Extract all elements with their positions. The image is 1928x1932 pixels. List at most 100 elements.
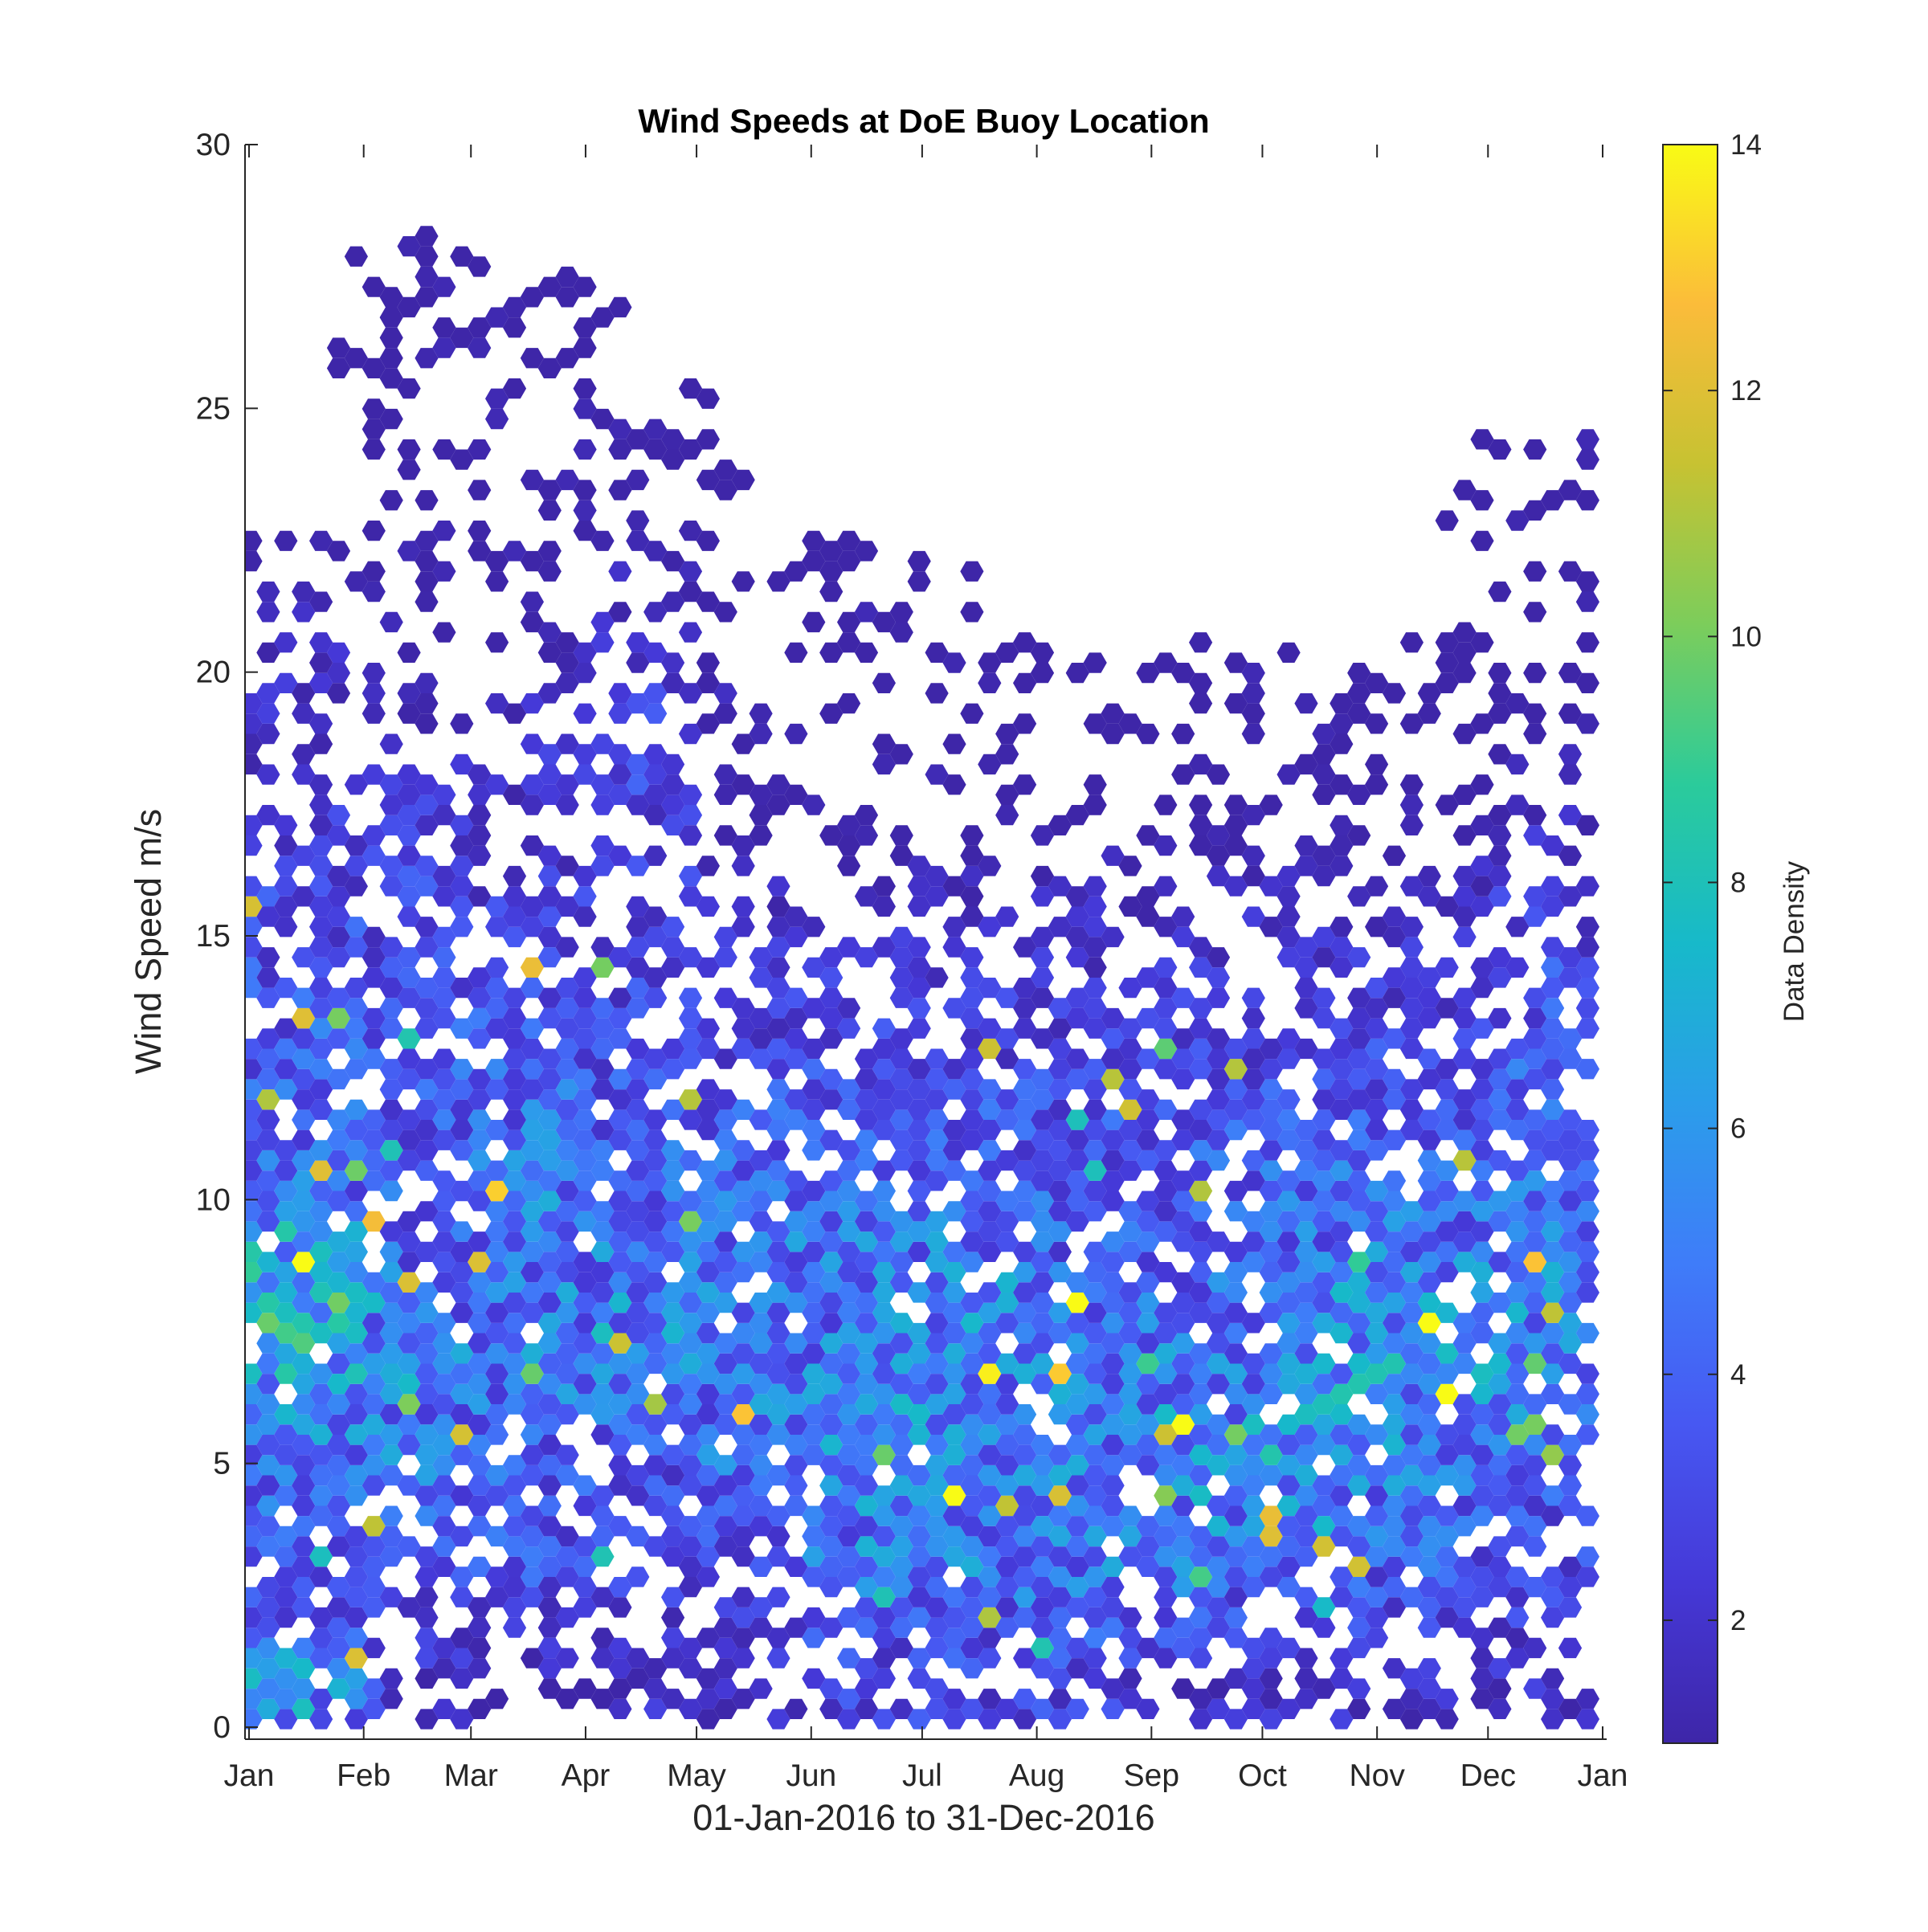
hex-cell bbox=[1171, 1475, 1195, 1496]
hex-cell bbox=[749, 1435, 773, 1456]
hex-cell bbox=[245, 1262, 263, 1283]
hex-cell bbox=[819, 1211, 844, 1232]
hex-cell bbox=[713, 1698, 737, 1719]
hex-cell bbox=[1558, 1597, 1583, 1618]
hex-cell bbox=[1083, 1505, 1107, 1526]
hex-cell bbox=[379, 1018, 403, 1039]
hex-cell bbox=[1558, 1577, 1583, 1598]
hex-cell bbox=[1365, 1628, 1389, 1648]
hex-cell bbox=[731, 835, 755, 856]
hex-cell bbox=[326, 1353, 351, 1374]
hex-cell bbox=[573, 987, 597, 1008]
hex-cell bbox=[1118, 1689, 1142, 1709]
hex-cell bbox=[1347, 1536, 1371, 1557]
hex-cell bbox=[573, 1394, 597, 1415]
hex-cell bbox=[555, 1120, 579, 1141]
hex-cell bbox=[713, 1252, 737, 1272]
hex-cell bbox=[1154, 1648, 1178, 1669]
hex-cell bbox=[520, 1099, 544, 1120]
hex-cell bbox=[872, 1282, 896, 1303]
hex-cell bbox=[1435, 998, 1459, 1019]
hex-cell bbox=[379, 1302, 403, 1323]
hex-cell bbox=[1223, 693, 1248, 714]
hex-cell bbox=[1470, 774, 1494, 795]
hex-cell bbox=[925, 1231, 949, 1252]
hex-cell bbox=[1154, 957, 1178, 978]
hex-cell bbox=[245, 1079, 263, 1100]
hex-cell bbox=[925, 1252, 949, 1272]
hex-cell bbox=[1541, 998, 1565, 1019]
hex-cell bbox=[1101, 1007, 1125, 1029]
hex-cell bbox=[468, 805, 492, 826]
hex-cell bbox=[1330, 1038, 1354, 1060]
hex-cell bbox=[925, 1617, 949, 1638]
hex-cell bbox=[854, 1658, 879, 1679]
hex-cell bbox=[1558, 1191, 1583, 1211]
hex-cell bbox=[326, 1678, 351, 1699]
hex-cell bbox=[397, 703, 421, 724]
hex-cell bbox=[766, 1628, 790, 1648]
hex-cell bbox=[1382, 1658, 1407, 1679]
hex-cell bbox=[292, 1191, 316, 1211]
hex-cell bbox=[1154, 1628, 1178, 1648]
hex-cell bbox=[1435, 1180, 1459, 1202]
hex-cell bbox=[1030, 1109, 1055, 1130]
hex-cell bbox=[608, 703, 632, 724]
hex-cell bbox=[292, 1068, 316, 1090]
hex-cell bbox=[274, 1059, 298, 1080]
hex-cell bbox=[573, 317, 597, 338]
hex-cell bbox=[731, 998, 755, 1019]
hex-cell bbox=[1083, 1059, 1107, 1080]
hex-cell bbox=[1330, 713, 1354, 734]
hex-cell bbox=[1223, 1201, 1248, 1222]
hex-cell bbox=[1347, 683, 1371, 704]
hex-cell bbox=[362, 1048, 386, 1069]
hex-cell bbox=[925, 1597, 949, 1618]
hex-cell bbox=[362, 357, 386, 378]
hex-cell bbox=[854, 1129, 879, 1150]
hex-cell bbox=[802, 1241, 826, 1262]
hex-cell bbox=[1575, 1160, 1599, 1181]
hex-cell bbox=[309, 1363, 333, 1384]
hex-cell bbox=[1523, 1353, 1547, 1374]
hex-cell bbox=[379, 1140, 403, 1161]
hex-cell bbox=[837, 1221, 861, 1242]
hex-cell bbox=[713, 1597, 737, 1618]
hex-cell bbox=[468, 1089, 492, 1110]
hex-cell bbox=[468, 1313, 492, 1334]
hex-cell bbox=[573, 398, 597, 419]
hex-cell bbox=[1347, 1252, 1371, 1272]
hex-cell bbox=[608, 1231, 632, 1252]
hex-cell bbox=[432, 1333, 456, 1354]
hex-cell bbox=[502, 1455, 527, 1476]
hex-cell bbox=[362, 1211, 386, 1232]
hex-cell bbox=[643, 1313, 668, 1334]
hex-cell bbox=[678, 1475, 703, 1496]
hex-cell bbox=[872, 1180, 896, 1202]
hex-cell bbox=[274, 978, 298, 999]
hex-cell bbox=[1136, 1414, 1160, 1435]
hex-cell bbox=[819, 1129, 844, 1150]
hex-cell bbox=[626, 1404, 650, 1425]
hex-cell bbox=[819, 541, 844, 562]
hex-cell bbox=[1276, 1252, 1301, 1272]
hex-cell bbox=[520, 774, 544, 795]
hex-cell bbox=[1452, 784, 1477, 805]
hex-cell bbox=[1206, 1048, 1231, 1069]
hex-cell bbox=[1101, 703, 1125, 724]
hex-cell bbox=[326, 886, 351, 907]
hex-cell bbox=[344, 1160, 368, 1181]
hex-cell bbox=[1259, 1160, 1283, 1181]
hex-cell bbox=[1154, 1059, 1178, 1080]
hex-cell bbox=[1382, 1455, 1407, 1476]
hex-cell bbox=[643, 1658, 668, 1679]
hex-cell bbox=[1575, 1689, 1599, 1709]
hex-cell bbox=[415, 1201, 439, 1222]
hex-cell bbox=[1241, 1353, 1265, 1374]
hex-cell bbox=[573, 378, 597, 399]
hex-cell bbox=[1399, 957, 1424, 978]
hex-cell bbox=[1541, 1059, 1565, 1080]
hex-cell bbox=[802, 1566, 826, 1587]
hex-cell bbox=[1347, 1597, 1371, 1618]
